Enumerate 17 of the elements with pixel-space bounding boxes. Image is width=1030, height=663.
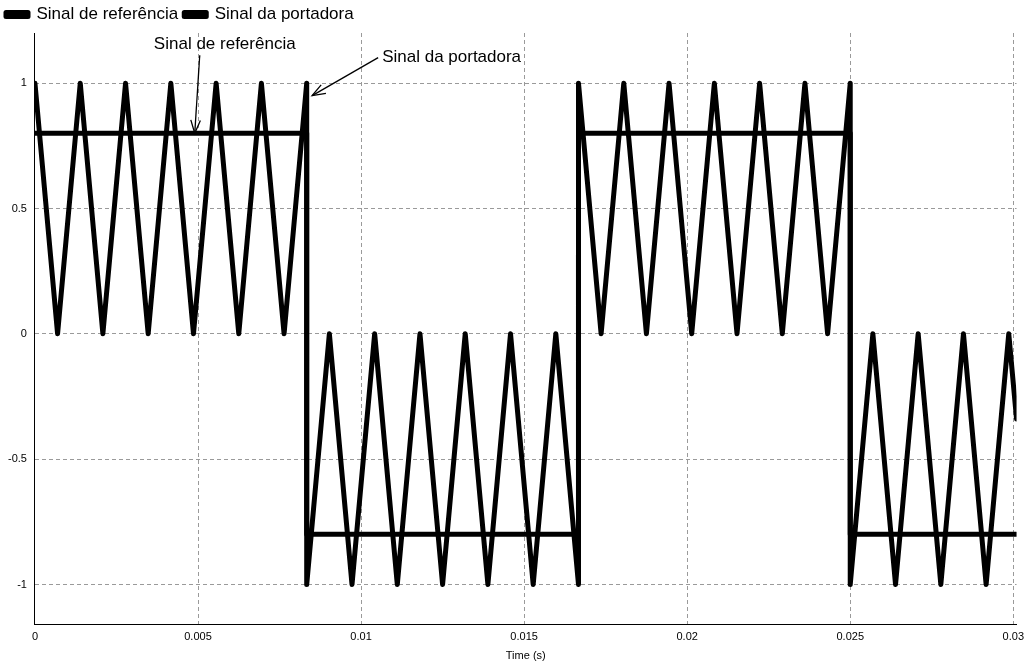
x-tick-label: 0.02 (676, 630, 698, 643)
y-tick-label: -1 (17, 577, 27, 590)
x-tick-label: 0.005 (184, 630, 212, 643)
annotation: Sinal da portadora (382, 46, 522, 66)
x-tick-label: 0 (31, 630, 39, 643)
annotation: Sinal de referência (153, 34, 297, 54)
x-tick-label: 0.03 (1002, 630, 1024, 643)
x-axis-title: Time (s) (505, 649, 546, 662)
legend-label: Sinal de referência (36, 4, 179, 24)
y-tick-label: 0 (20, 326, 27, 339)
x-tick-label: 0.01 (350, 630, 372, 643)
y-tick-label: 1 (20, 76, 27, 89)
legend-label: Sinal da portadora (214, 4, 355, 24)
x-tick-label: 0.025 (836, 630, 864, 643)
x-tick-label: 0.015 (510, 630, 538, 643)
y-tick-label: -0.5 (7, 452, 27, 465)
y-tick-label: 0.5 (11, 201, 27, 214)
